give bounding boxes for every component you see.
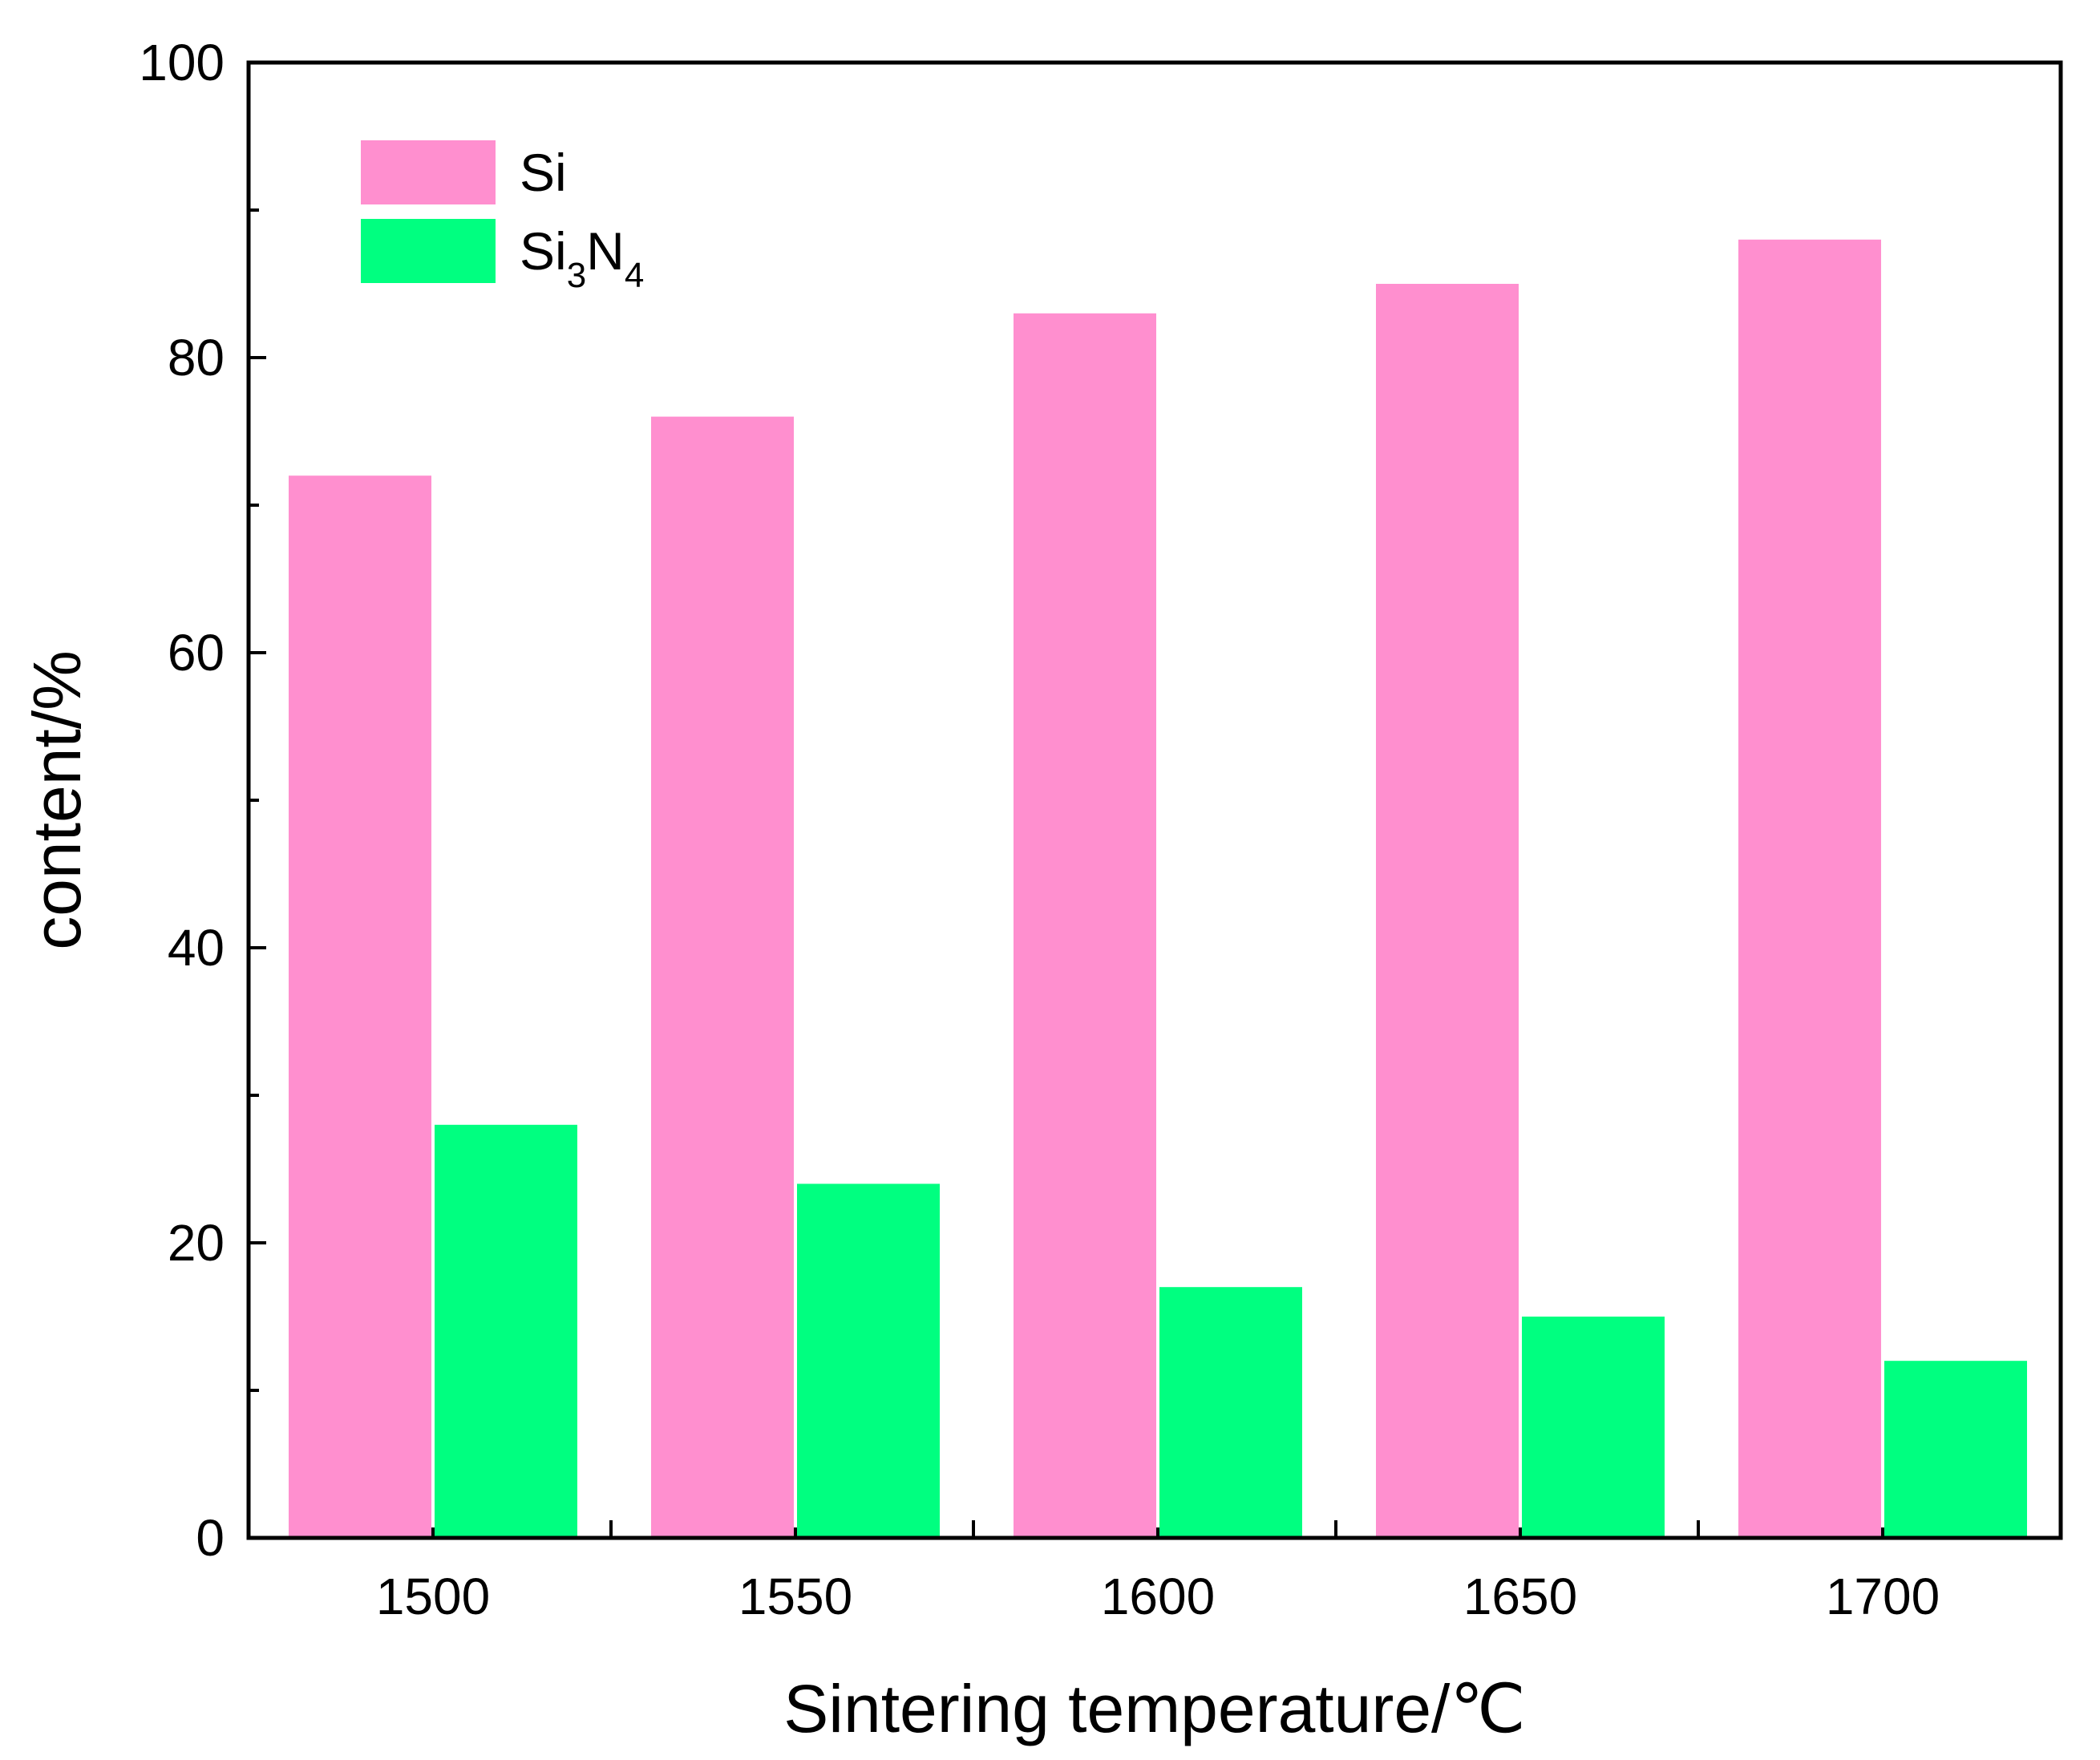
bar-si3n4-1550 (797, 1183, 940, 1538)
legend-si3n4-sub-3: 3 (567, 256, 586, 295)
y-axis-title: content/% (19, 650, 95, 950)
x-tick-label-1700: 1700 (1826, 1568, 1940, 1625)
bar-si3n4-1650 (1522, 1317, 1665, 1538)
y-tick-label-40: 40 (168, 919, 225, 977)
x-tick-label-1600: 1600 (1101, 1568, 1215, 1625)
bar-si-1550 (651, 416, 794, 1538)
x-axis: 1500 1550 1600 1650 1700 (376, 1520, 1940, 1625)
y-axis: 0 20 40 60 80 100 (139, 34, 266, 1567)
y-tick-label-0: 0 (196, 1509, 225, 1567)
legend-label-si3n4: Si3N4 (520, 221, 644, 295)
y-tick-label-80: 80 (168, 329, 225, 386)
bar-si-1650 (1376, 284, 1519, 1538)
bar-si3n4-1700 (1884, 1361, 2027, 1538)
bar-si-1500 (289, 475, 431, 1539)
legend-si3n4-part-n: N (586, 221, 625, 281)
x-tick-label-1550: 1550 (738, 1568, 852, 1625)
bar-si3n4-1600 (1159, 1287, 1302, 1538)
bar-si3n4-1500 (435, 1124, 577, 1538)
bar-si-1600 (1014, 313, 1156, 1538)
legend-si3n4-sub-4: 4 (625, 256, 644, 295)
legend: Si Si3N4 (361, 140, 644, 295)
legend-swatch-si (361, 140, 496, 204)
legend-label-si: Si (520, 143, 567, 202)
x-tick-label-1650: 1650 (1463, 1568, 1577, 1625)
legend-si3n4-part-si: Si (520, 221, 567, 281)
y-tick-label-60: 60 (168, 624, 225, 682)
bar-si-1700 (1738, 239, 1881, 1538)
y-tick-label-20: 20 (168, 1214, 225, 1272)
legend-swatch-si3n4 (361, 219, 496, 283)
x-axis-title: Sintering temperature/℃ (783, 1671, 1525, 1746)
x-tick-label-1500: 1500 (376, 1568, 490, 1625)
y-tick-label-100: 100 (139, 34, 225, 91)
bars-group (289, 239, 2027, 1539)
